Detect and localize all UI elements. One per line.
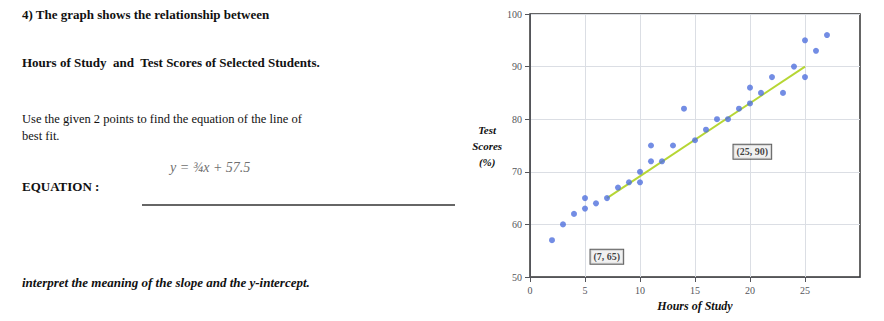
- svg-text:5: 5: [583, 285, 588, 296]
- svg-text:50: 50: [512, 272, 522, 283]
- svg-text:25: 25: [800, 285, 810, 296]
- svg-text:(25, 90): (25, 90): [737, 146, 769, 158]
- svg-text:90: 90: [512, 61, 522, 72]
- svg-text:EQUATION :: EQUATION :: [22, 179, 99, 194]
- svg-text:15: 15: [690, 285, 700, 296]
- svg-text:Hours of Study and Test Scor: Hours of Study and Test Scores of Select…: [22, 55, 320, 70]
- svg-text:best fit.: best fit.: [22, 129, 60, 143]
- svg-text:60: 60: [512, 219, 522, 230]
- svg-text:Scores: Scores: [472, 140, 502, 152]
- svg-text:interpret the meaning of the s: interpret the meaning of the slope and t…: [22, 275, 310, 290]
- svg-text:10: 10: [635, 285, 645, 296]
- svg-text:4) The graph shows the relatio: 4) The graph shows the relationship betw…: [22, 7, 270, 22]
- svg-text:0: 0: [528, 285, 533, 296]
- svg-text:Hours of Study: Hours of Study: [656, 299, 733, 313]
- svg-text:(%): (%): [479, 156, 496, 169]
- svg-text:80: 80: [512, 114, 522, 125]
- svg-text:20: 20: [745, 285, 755, 296]
- svg-text:(7, 65): (7, 65): [594, 251, 621, 263]
- svg-text:70: 70: [512, 166, 522, 177]
- svg-text:100: 100: [507, 9, 522, 20]
- svg-text:Test: Test: [478, 124, 497, 136]
- svg-text:y = ¾x + 57.5: y = ¾x + 57.5: [168, 160, 250, 175]
- svg-text:Use the given 2 points to find: Use the given 2 points to find the equat…: [22, 112, 303, 126]
